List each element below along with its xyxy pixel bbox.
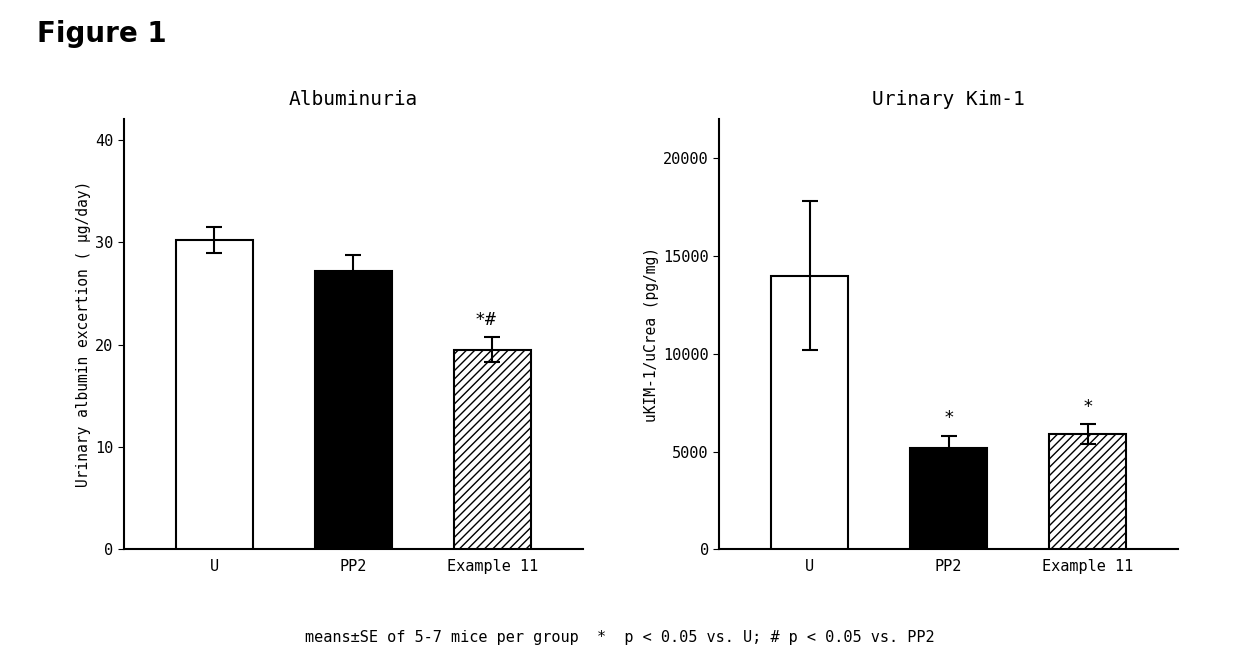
Bar: [454, 350, 531, 549]
Bar: [176, 240, 253, 549]
Text: *: *: [1083, 398, 1094, 416]
Bar: [315, 271, 392, 549]
Y-axis label: Urinary albumin excertion ( μg/day): Urinary albumin excertion ( μg/day): [76, 181, 92, 487]
Bar: [771, 275, 848, 549]
Title: Albuminuria: Albuminuria: [289, 90, 418, 109]
Bar: [910, 448, 987, 549]
Bar: [1049, 434, 1126, 549]
Y-axis label: uKIM-1/uCrea (pg/mg): uKIM-1/uCrea (pg/mg): [644, 247, 658, 422]
Text: *#: *#: [475, 310, 496, 329]
Text: *: *: [944, 409, 954, 428]
Text: Figure 1: Figure 1: [37, 20, 167, 48]
Text: means±SE of 5-7 mice per group  *  p < 0.05 vs. U; # p < 0.05 vs. PP2: means±SE of 5-7 mice per group * p < 0.0…: [305, 630, 935, 645]
Title: Urinary Kim-1: Urinary Kim-1: [872, 90, 1025, 109]
